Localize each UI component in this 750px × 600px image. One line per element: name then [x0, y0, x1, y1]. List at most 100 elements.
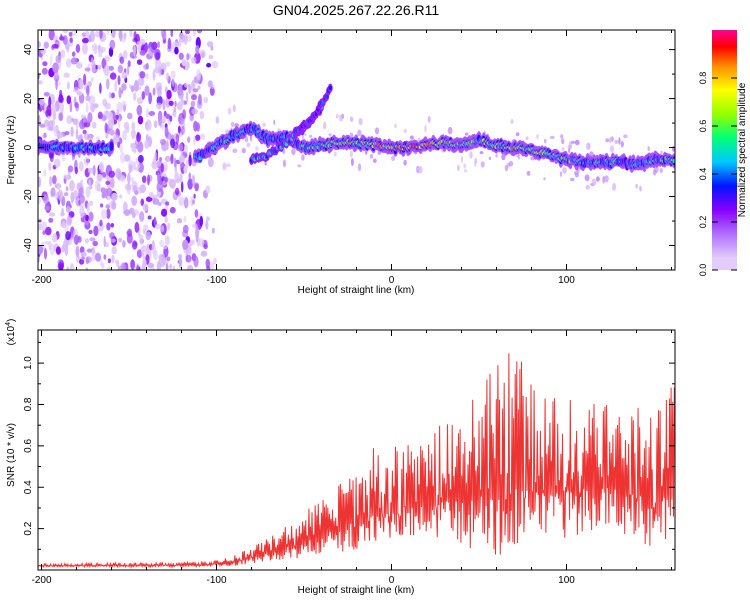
colorbar-label: Normalized spectral amplitude	[737, 82, 748, 217]
noise-speck	[309, 134, 313, 138]
noise-speck	[101, 262, 105, 269]
noise-speck	[133, 185, 137, 192]
noise-speck	[168, 100, 174, 107]
noise-speck	[181, 125, 185, 135]
noise-speck	[117, 75, 121, 86]
noise-speck	[85, 95, 91, 102]
noise-speck	[193, 255, 199, 268]
noise-speck	[109, 72, 117, 80]
noise-speck	[201, 52, 205, 58]
noise-speck	[205, 220, 209, 230]
noise-speck	[106, 78, 110, 90]
noise-speck	[117, 64, 124, 74]
noise-speck	[183, 165, 188, 174]
noise-speck	[584, 174, 590, 182]
noise-speck	[232, 104, 236, 113]
noise-speck	[111, 201, 117, 210]
snr-panel: -200 -100 0 100 0.2 0.4 0.6 0.8 1.0 Height of s…	[5, 319, 676, 596]
noise-speck	[206, 265, 211, 270]
noise-speck	[205, 258, 211, 268]
noise-speck	[180, 150, 184, 159]
noise-speck	[77, 78, 84, 89]
noise-speck	[63, 192, 69, 197]
noise-speck	[89, 200, 94, 207]
noise-speck	[427, 116, 431, 123]
noise-speck	[196, 30, 203, 34]
noise-speck	[91, 121, 97, 129]
noise-speck	[179, 155, 185, 164]
noise-speck	[57, 182, 61, 191]
noise-speck	[122, 129, 127, 141]
noise-speck	[161, 208, 168, 217]
noise-speck	[210, 261, 215, 270]
x-tick-label: 100	[558, 575, 575, 586]
noise-speck	[43, 119, 50, 127]
noise-speck	[166, 256, 171, 262]
noise-speck	[207, 157, 214, 168]
noise-speck	[136, 163, 140, 170]
noise-speck	[82, 42, 88, 55]
noise-speck	[488, 156, 492, 161]
noise-speck	[95, 252, 101, 262]
noise-speck	[119, 194, 123, 199]
noise-speck	[48, 120, 54, 131]
noise-speck	[195, 134, 201, 141]
noise-speck	[222, 162, 227, 171]
noise-speck	[145, 133, 149, 142]
noise-speck	[198, 94, 202, 106]
noise-speck	[177, 125, 181, 134]
noise-speck	[474, 157, 478, 164]
noise-speck	[43, 169, 47, 177]
noise-speck	[153, 216, 157, 226]
noise-speck	[166, 89, 172, 100]
noise-speck	[84, 238, 90, 244]
noise-speck	[136, 249, 143, 259]
noise-speck	[66, 266, 70, 270]
noise-speck	[160, 225, 165, 233]
noise-speck	[447, 126, 453, 135]
noise-speck	[61, 155, 66, 162]
noise-speck	[114, 80, 118, 92]
noise-speck	[159, 138, 166, 146]
noise-speck	[75, 62, 83, 69]
noise-speck	[561, 138, 565, 145]
noise-speck	[51, 233, 58, 243]
x-tick-label: -100	[206, 575, 226, 586]
noise-speck	[82, 129, 87, 135]
noise-speck	[86, 85, 90, 96]
noise-speck	[77, 236, 82, 243]
colorbar-tick-label: 0.4	[698, 168, 708, 181]
noise-speck	[172, 78, 175, 87]
noise-speck	[110, 177, 115, 189]
noise-speck	[88, 229, 93, 235]
x-tick-label: 0	[389, 275, 395, 286]
noise-speck	[479, 151, 484, 155]
noise-speck	[184, 83, 189, 88]
noise-speck	[246, 142, 251, 148]
noise-speck	[195, 44, 200, 55]
noise-speck	[335, 114, 339, 119]
noise-speck	[42, 134, 47, 139]
y-tick-label: 0	[23, 144, 34, 150]
x-tick-label: 0	[389, 575, 395, 586]
noise-speck	[193, 193, 196, 199]
noise-speck	[78, 187, 84, 198]
noise-speck	[40, 48, 47, 55]
noise-speck	[69, 37, 73, 43]
noise-speck	[66, 95, 72, 105]
noise-speck	[190, 100, 196, 108]
noise-speck	[211, 227, 215, 234]
noise-speck	[659, 168, 663, 173]
noise-speck	[139, 211, 145, 222]
noise-speck	[144, 42, 148, 53]
noise-speck	[122, 209, 129, 215]
noise-speck	[183, 144, 188, 153]
noise-speck	[200, 250, 208, 257]
noise-speck	[177, 177, 180, 183]
snr-scale-factor: (x104)	[5, 319, 17, 346]
noise-speck	[129, 30, 133, 38]
noise-speck	[104, 55, 110, 61]
spectrogram-y-label: Frequency (Hz)	[6, 116, 17, 185]
noise-speck	[185, 254, 192, 263]
noise-speck	[52, 175, 57, 185]
